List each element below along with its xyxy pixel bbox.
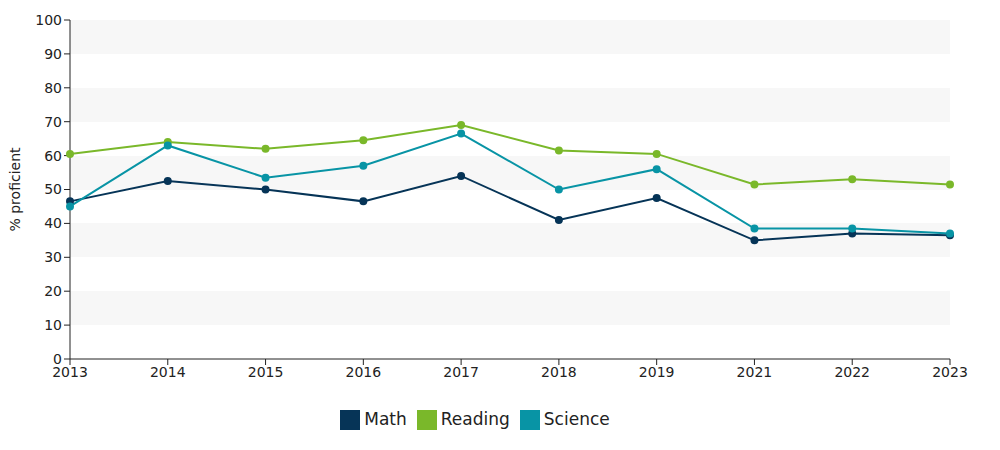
svg-text:% proficient: % proficient [8,147,23,232]
html-text:Math: Math [364,409,407,429]
html-text:Reading: Reading [440,409,510,429]
svg-text:2016: 2016 [346,364,382,380]
svg-text:40: 40 [44,215,62,231]
svg-text:2019: 2019 [639,364,675,380]
svg-text:100: 100 [35,12,62,28]
svg-text:50: 50 [44,181,62,197]
svg-text:2017: 2017 [443,364,479,380]
svg-text:2018: 2018 [541,364,577,380]
svg-text:0: 0 [53,351,62,367]
svg-text:30: 30 [44,249,62,265]
svg-text:2013: 2013 [52,363,88,380]
svg-text:90: 90 [44,46,62,62]
svg-text:2022: 2022 [834,364,870,380]
svg-text:2014: 2014 [150,364,186,380]
svg-text:10: 10 [44,317,62,333]
html-text:Science: Science [543,409,610,429]
svg-text:60: 60 [44,148,62,164]
svg-text:20: 20 [44,283,62,299]
svg-text:70: 70 [44,114,62,130]
svg-text:2015: 2015 [248,364,284,380]
svg-text:2023: 2023 [932,364,968,380]
svg-text:2021: 2021 [737,364,773,380]
svg-text:80: 80 [44,80,62,96]
